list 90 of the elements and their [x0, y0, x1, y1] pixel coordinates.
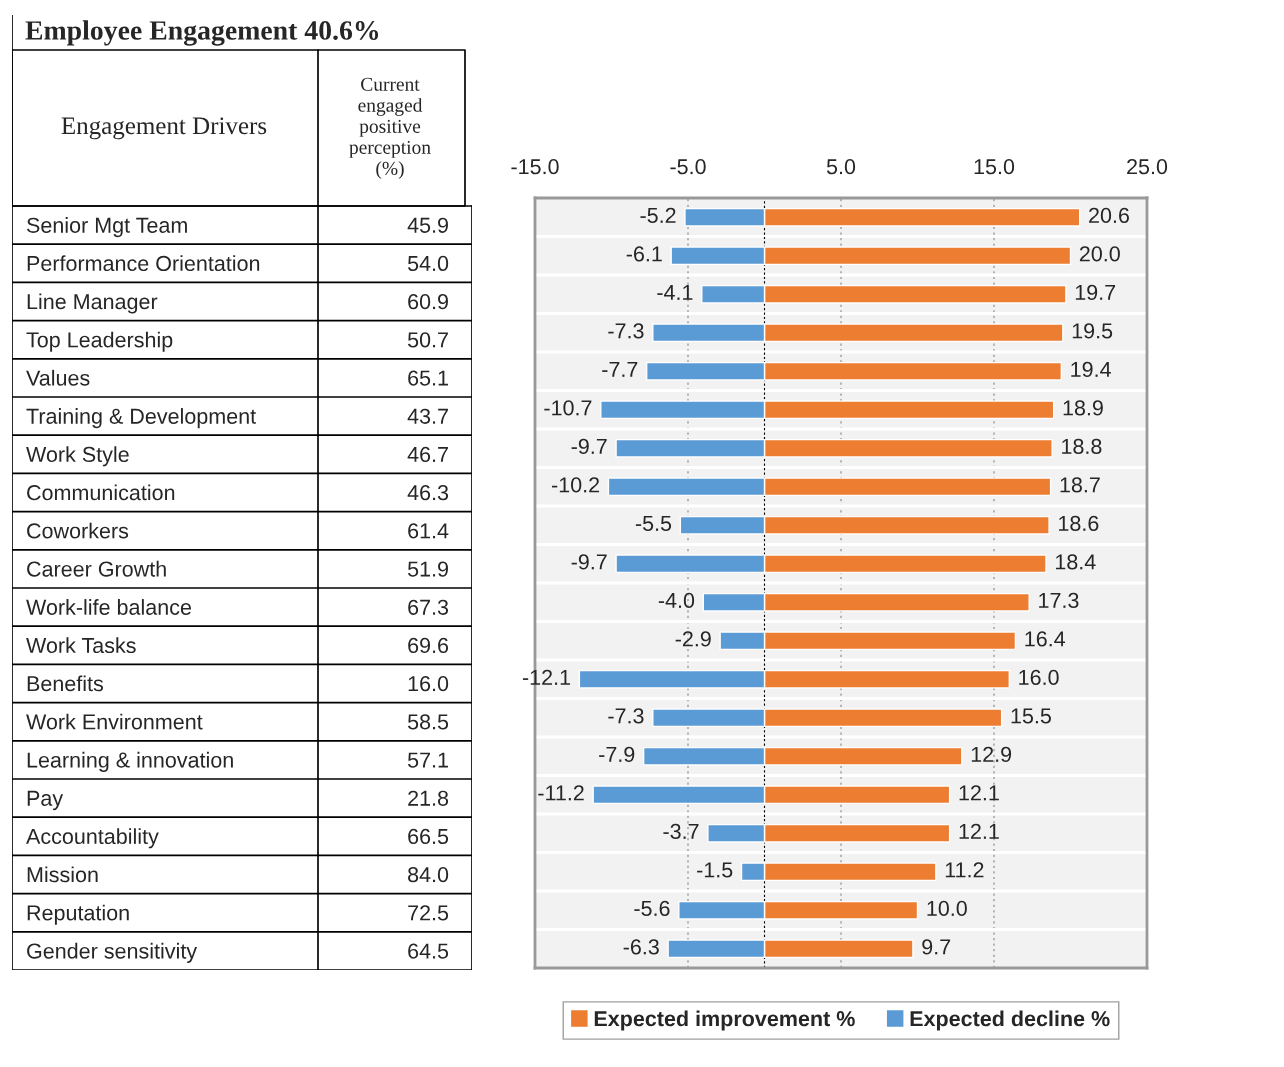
category-label: Training & Development	[26, 408, 256, 429]
category-label: Gender sensitivity	[27, 942, 198, 963]
text: 46.7	[407, 446, 448, 463]
data-label: 11.2	[945, 862, 984, 878]
text: 84.0	[408, 867, 449, 883]
category-label: Work Environment	[26, 713, 203, 730]
text: 69.6	[408, 637, 449, 654]
data-label: 18.8	[1062, 438, 1102, 455]
category-label: Pay	[27, 790, 64, 811]
text: 64.5	[408, 943, 449, 959]
data-label: 19.5	[1072, 323, 1113, 339]
text: 65.1	[408, 370, 448, 386]
text: 45.9	[407, 217, 448, 233]
category-label: Top Leadership	[26, 331, 173, 352]
category-label: Accountability	[26, 828, 159, 849]
x-tick-label: -5.0	[670, 159, 706, 175]
data-label: 18.7	[1060, 477, 1100, 493]
data-label: -6.3	[623, 939, 659, 955]
legend-label: Expected decline %	[910, 1010, 1110, 1031]
data-label: 17.3	[1039, 592, 1079, 609]
data-label: -7.3	[608, 708, 644, 724]
data-label: -5.5	[635, 516, 672, 532]
text: Engagement Drivers	[61, 117, 267, 140]
data-label: 16.0	[1019, 669, 1059, 686]
data-label: 20.0	[1079, 246, 1120, 262]
category-label: Values	[26, 369, 90, 386]
data-label: -12.1	[522, 669, 570, 685]
category-label: Line Manager	[27, 293, 158, 314]
data-label: 19.4	[1071, 361, 1111, 378]
text: 43.7	[407, 408, 448, 424]
text: 72.5	[408, 905, 449, 921]
data-label: 18.6	[1059, 515, 1099, 532]
category-label: Work Tasks	[26, 637, 136, 654]
category-label: Mission	[27, 866, 98, 883]
data-label: 20.6	[1089, 207, 1129, 224]
text: 67.3	[408, 599, 449, 615]
text: 46.3	[407, 485, 449, 501]
data-label: -7.7	[602, 362, 638, 377]
category-label: Work Style	[26, 446, 129, 467]
data-label: 12.9	[971, 746, 1012, 763]
category-label: Reputation	[27, 904, 129, 925]
data-label: -4.1	[657, 285, 693, 300]
data-label: 9.7	[922, 939, 951, 955]
data-label: -7.3	[608, 323, 644, 339]
text: 61.4	[408, 523, 449, 539]
text: 50.7	[407, 332, 448, 348]
data-label: -3.7	[663, 823, 699, 840]
text: 16.0	[408, 676, 449, 692]
data-label: 12.1	[959, 823, 999, 839]
category-label: Benefits	[27, 675, 104, 692]
data-label: 12.1	[959, 785, 999, 801]
data-label: -9.7	[571, 438, 607, 455]
text: 57.1	[407, 752, 448, 768]
text: Employee Engagement 40.6%	[25, 20, 379, 46]
data-label: -5.6	[634, 900, 670, 917]
data-label: -2.9	[675, 631, 711, 647]
category-label: Learning & innovation	[27, 751, 233, 772]
data-label: -10.7	[544, 400, 592, 416]
data-label: 18.4	[1055, 554, 1096, 570]
category-label: Senior Mgt Team	[26, 217, 187, 238]
data-label: -4.0	[658, 592, 695, 609]
text: 54.0	[407, 255, 449, 272]
category-label: Performance Orientation	[27, 255, 260, 272]
x-tick-label: 25.0	[1127, 159, 1168, 175]
data-label: 15.5	[1011, 708, 1051, 724]
data-label: 18.9	[1063, 400, 1103, 416]
text: 21.8	[408, 790, 449, 806]
data-label: -6.1	[626, 246, 662, 262]
category-label: Career Growth	[27, 560, 166, 577]
data-label: -10.2	[552, 477, 600, 493]
x-tick-label: 15.0	[974, 159, 1015, 175]
x-tick-label: -15.0	[511, 159, 559, 175]
data-label: 16.4	[1025, 631, 1066, 647]
x-tick-label: 5.0	[826, 159, 856, 175]
category-label: Work-life balance	[26, 599, 191, 615]
text: 51.9	[407, 561, 448, 577]
data-label: -1.5	[697, 862, 733, 878]
data-label: -7.9	[599, 746, 635, 763]
text: 66.5	[408, 828, 449, 845]
data-label: -5.2	[640, 207, 676, 224]
data-label: -11.2	[538, 785, 584, 801]
category-label: Coworkers	[27, 522, 129, 539]
data-label: -9.7	[571, 554, 607, 570]
category-label: Communication	[27, 484, 175, 501]
text: Current engaged positive perception (%)	[349, 77, 431, 179]
text: 58.5	[407, 714, 449, 730]
legend-label: Expected improvement %	[594, 1010, 855, 1031]
data-label: 19.7	[1075, 284, 1116, 301]
text: 60.9	[408, 294, 448, 310]
data-label: 10.0	[927, 900, 967, 917]
